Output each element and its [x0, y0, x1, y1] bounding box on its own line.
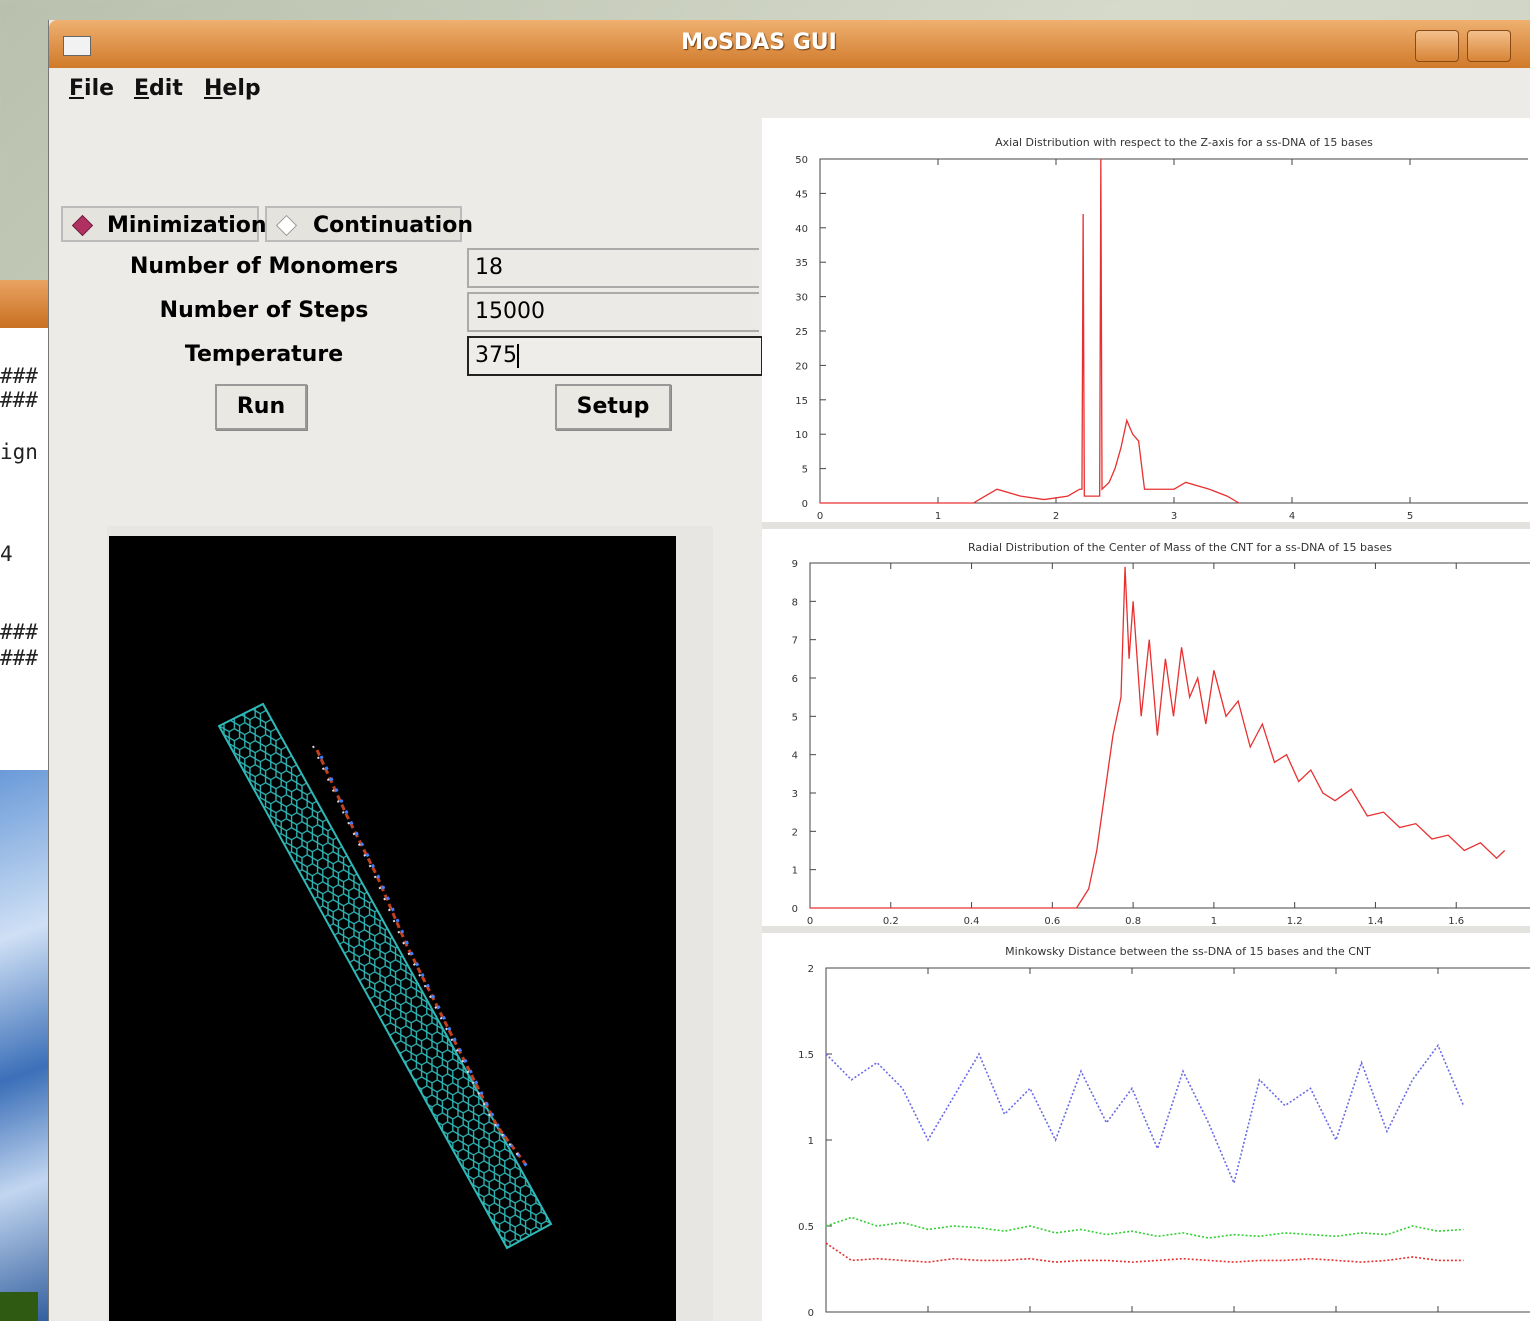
- menu-item[interactable]: File: [69, 76, 115, 101]
- x-tick-label: 0.4: [964, 916, 980, 927]
- y-tick-label: 45: [795, 189, 808, 200]
- title-bar: MoSDAS GUI: [49, 20, 1530, 68]
- terminal-line: 4: [0, 542, 13, 566]
- plot-frame: [809, 562, 1530, 909]
- y-tick-label: 1.5: [798, 1050, 814, 1061]
- x-tick-label: 0: [817, 511, 823, 522]
- chart-title: Radial Distribution of the Center of Mas…: [968, 541, 1392, 554]
- x-tick-label: 1.6: [1448, 916, 1464, 927]
- setup-button[interactable]: Setup: [555, 384, 671, 430]
- radio-label: Continuation: [313, 213, 473, 238]
- chart-title: Axial Distribution with respect to the Z…: [995, 136, 1373, 149]
- terminal-line: ###: [0, 620, 38, 644]
- x-tick-label: 1: [935, 511, 941, 522]
- window-menu-icon[interactable]: [63, 36, 91, 56]
- data-line: [820, 158, 1240, 504]
- charts-background: [762, 118, 1530, 1321]
- y-tick-label: 5: [792, 712, 798, 723]
- y-tick-label: 10: [795, 430, 808, 441]
- x-tick-label: 1: [1211, 916, 1217, 927]
- data-line: [825, 1216, 1464, 1239]
- y-tick-label: 20: [795, 361, 808, 372]
- terminal-line: ###: [0, 646, 38, 670]
- background-image: [0, 770, 48, 1321]
- text-field[interactable]: 15000: [467, 292, 759, 332]
- mode-radio[interactable]: Continuation: [265, 206, 473, 242]
- y-tick-label: 1: [808, 1136, 814, 1147]
- x-tick-label: 0.8: [1125, 916, 1141, 927]
- chart-separator: [762, 926, 1530, 933]
- field-label: Number of Steps: [159, 298, 369, 323]
- y-tick-label: 35: [795, 258, 808, 269]
- x-tick-label: 1.4: [1367, 916, 1383, 927]
- run-button[interactable]: Run: [215, 384, 307, 430]
- mode-radio[interactable]: Minimization: [61, 206, 267, 242]
- y-tick-label: 0: [802, 499, 808, 510]
- chart-title: Minkowsky Distance between the ss-DNA of…: [1005, 945, 1371, 958]
- radio-label: Minimization: [107, 213, 267, 238]
- y-tick-label: 4: [792, 751, 798, 762]
- y-tick-label: 8: [792, 597, 798, 608]
- y-tick-label: 6: [792, 674, 798, 685]
- data-line: [825, 1242, 1464, 1263]
- x-tick-label: 4: [1289, 511, 1295, 522]
- minimize-button[interactable]: [1415, 30, 1459, 62]
- terminal-line: ###: [0, 388, 38, 412]
- data-line: [810, 566, 1506, 909]
- y-tick-label: 9: [792, 559, 798, 570]
- text-caret: [517, 344, 519, 368]
- terminal-line: ###: [0, 364, 38, 388]
- y-tick-label: 50: [795, 155, 808, 166]
- y-tick-label: 15: [795, 396, 808, 407]
- x-tick-label: 3: [1171, 511, 1177, 522]
- y-tick-label: 5: [802, 465, 808, 476]
- x-tick-label: 2: [1053, 511, 1059, 522]
- y-tick-label: 1: [792, 866, 798, 877]
- y-tick-label: 7: [792, 636, 798, 647]
- taskbar-icon: [0, 1292, 38, 1321]
- y-tick-label: 30: [795, 293, 808, 304]
- x-tick-label: 0.6: [1044, 916, 1060, 927]
- y-tick-label: 3: [792, 789, 798, 800]
- text-field[interactable]: 18: [467, 248, 759, 288]
- field-label: Temperature: [184, 342, 344, 367]
- y-tick-label: 0.5: [798, 1222, 814, 1233]
- terminal-line: ign: [0, 440, 38, 464]
- maximize-button[interactable]: [1467, 30, 1511, 62]
- x-tick-label: 5: [1407, 511, 1413, 522]
- menu-item[interactable]: Help: [204, 76, 261, 101]
- background-title-bar: [0, 280, 48, 328]
- field-label: Number of Monomers: [129, 254, 399, 279]
- x-tick-label: 0: [807, 916, 813, 927]
- y-tick-label: 2: [808, 964, 814, 975]
- molecule-viewer: [107, 526, 713, 1321]
- x-tick-label: 0.2: [883, 916, 899, 927]
- menu-item[interactable]: Edit: [134, 76, 183, 101]
- data-line: [825, 1043, 1465, 1186]
- chart-separator: [762, 522, 1530, 529]
- window-title: MoSDAS GUI: [681, 30, 837, 55]
- text-field[interactable]: 375: [467, 336, 763, 376]
- x-tick-label: 1.2: [1287, 916, 1303, 927]
- y-tick-label: 0: [808, 1308, 814, 1319]
- y-tick-label: 2: [792, 827, 798, 838]
- y-tick-label: 25: [795, 327, 808, 338]
- y-tick-label: 40: [795, 224, 808, 235]
- y-tick-label: 0: [792, 904, 798, 915]
